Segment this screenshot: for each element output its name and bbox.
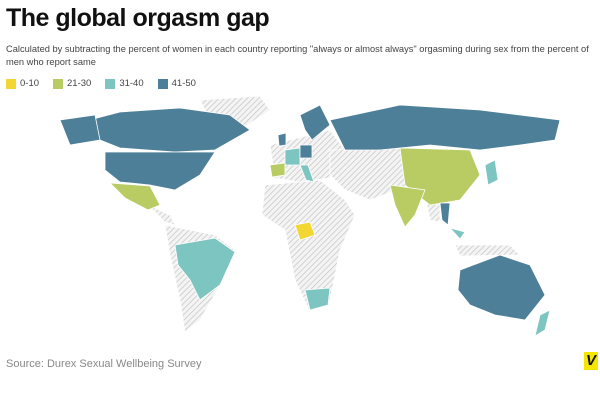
thailand [439, 202, 451, 226]
japan [484, 159, 499, 186]
brazil [174, 237, 236, 301]
legend: 0-10 21-30 31-40 41-50 [6, 78, 196, 89]
legend-label: 41-50 [171, 78, 196, 89]
uk [277, 132, 287, 147]
australia [457, 254, 546, 321]
legend-item: 0-10 [6, 78, 39, 89]
indonesia [454, 244, 521, 257]
source: Source: Durex Sexual Wellbeing Survey [6, 358, 202, 370]
usa [104, 151, 216, 191]
world-map [59, 95, 561, 337]
nigeria [294, 221, 316, 241]
legend-label: 0-10 [20, 78, 40, 89]
scandinavia [299, 104, 331, 141]
legend-item: 31-40 [105, 78, 144, 89]
legend-item: 41-50 [157, 78, 196, 89]
germany [299, 144, 313, 159]
malaysia [448, 227, 466, 240]
russia [329, 104, 561, 151]
africa [261, 179, 356, 313]
legend-swatch [53, 78, 64, 89]
legend-swatch [157, 78, 168, 89]
data-regions [59, 104, 561, 337]
canada [68, 107, 251, 153]
legend-swatch [6, 78, 16, 89]
subtitle: Calculated by subtracting the percent of… [6, 44, 589, 67]
logo: V [584, 352, 598, 370]
alaska [59, 114, 101, 146]
title: The global orgasm gap [6, 4, 270, 32]
new-zealand [534, 309, 551, 337]
france [284, 147, 301, 166]
legend-item: 21-30 [53, 78, 91, 89]
central-america [147, 204, 176, 226]
legend-label: 31-40 [119, 78, 144, 89]
spain [269, 162, 286, 178]
mexico [108, 182, 161, 211]
india [389, 184, 426, 228]
legend-label: 21-30 [67, 78, 92, 89]
italy [299, 164, 315, 183]
south-africa [304, 287, 331, 311]
legend-swatch [105, 78, 116, 89]
